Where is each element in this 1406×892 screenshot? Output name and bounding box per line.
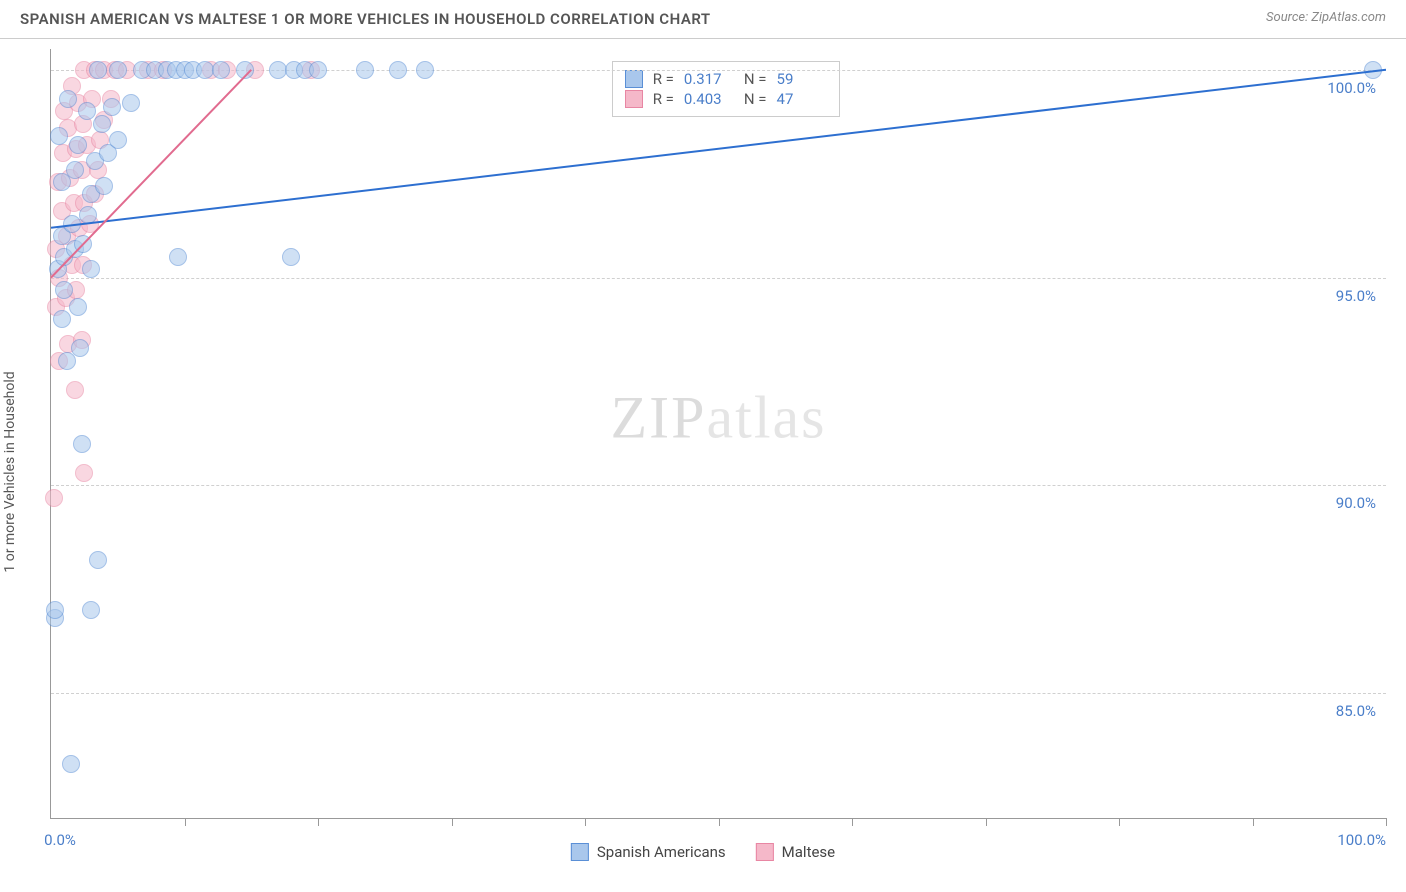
series-b-point	[75, 464, 93, 482]
series-a-point	[62, 755, 80, 773]
trend-svg	[51, 49, 1386, 818]
gridline	[51, 485, 1386, 486]
chart-container: 1 or more Vehicles in Household ZIPatlas…	[0, 39, 1406, 889]
series-a-point	[78, 102, 96, 120]
legend-item-b: Maltese	[756, 843, 835, 861]
series-a-point	[109, 131, 127, 149]
stats-row-b: R = 0.403 N = 47	[625, 90, 827, 108]
series-a-point	[95, 177, 113, 195]
ytick-label: 85.0%	[1336, 702, 1376, 720]
xtick	[986, 818, 987, 826]
ytick-label: 90.0%	[1336, 494, 1376, 512]
series-a-point	[46, 601, 64, 619]
xtick	[452, 818, 453, 826]
xtick	[185, 818, 186, 826]
xtick	[719, 818, 720, 826]
ytick-label: 95.0%	[1336, 287, 1376, 305]
legend-swatch-b	[756, 843, 774, 861]
series-b-point	[45, 489, 63, 507]
xtick	[1386, 818, 1387, 826]
stats-R-a: 0.317	[684, 70, 734, 88]
stats-swatch-b	[625, 90, 643, 108]
series-a-point	[89, 61, 107, 79]
y-axis-label: 1 or more Vehicles in Household	[2, 371, 18, 572]
series-a-point	[212, 61, 230, 79]
series-a-point	[53, 310, 71, 328]
series-a-point	[66, 161, 84, 179]
xtick	[318, 818, 319, 826]
series-a-point	[82, 260, 100, 278]
series-a-point	[59, 90, 77, 108]
stats-R-label: R =	[653, 70, 674, 88]
legend-label-b: Maltese	[782, 843, 835, 861]
stats-row-a: R = 0.317 N = 59	[625, 70, 827, 88]
chart-header: SPANISH AMERICAN VS MALTESE 1 OR MORE VE…	[0, 0, 1406, 39]
gridline	[51, 693, 1386, 694]
series-a-point	[103, 98, 121, 116]
series-a-point	[69, 136, 87, 154]
chart-title: SPANISH AMERICAN VS MALTESE 1 OR MORE VE…	[20, 10, 711, 28]
series-a-point	[89, 551, 107, 569]
series-a-point	[82, 601, 100, 619]
watermark: ZIPatlas	[611, 384, 827, 453]
series-a-point	[74, 235, 92, 253]
stats-N-b: 47	[777, 90, 827, 108]
series-a-point	[79, 206, 97, 224]
series-a-point	[236, 61, 254, 79]
stats-N-label-b: N =	[744, 90, 767, 108]
gridline	[51, 278, 1386, 279]
bottom-legend: Spanish Americans Maltese	[571, 843, 835, 861]
series-a-point	[71, 339, 89, 357]
xtick	[1119, 818, 1120, 826]
stats-R-label-b: R =	[653, 90, 674, 108]
x-max-label: 100.0%	[1337, 831, 1386, 849]
series-a-point	[169, 248, 187, 266]
series-a-point	[356, 61, 374, 79]
chart-source: Source: ZipAtlas.com	[1266, 10, 1386, 28]
ytick-label: 100.0%	[1327, 79, 1376, 97]
legend-label-a: Spanish Americans	[597, 843, 726, 861]
watermark-atlas: atlas	[707, 385, 827, 451]
watermark-zip: ZIP	[611, 385, 707, 451]
series-a-point	[389, 61, 407, 79]
xtick	[852, 818, 853, 826]
series-a-point	[416, 61, 434, 79]
series-a-point	[309, 61, 327, 79]
legend-item-a: Spanish Americans	[571, 843, 726, 861]
xtick	[585, 818, 586, 826]
series-a-point	[109, 61, 127, 79]
stats-N-a: 59	[777, 70, 827, 88]
series-a-point	[69, 298, 87, 316]
series-a-point	[122, 94, 140, 112]
series-a-point	[282, 248, 300, 266]
series-a-point	[73, 435, 91, 453]
stats-N-label: N =	[744, 70, 767, 88]
series-a-point	[93, 115, 111, 133]
series-a-point	[1364, 61, 1382, 79]
series-b-point	[66, 381, 84, 399]
stats-swatch-a	[625, 70, 643, 88]
x-min-label: 0.0%	[44, 831, 76, 849]
plot-area: ZIPatlas R = 0.317 N = 59 R = 0.403 N = …	[50, 49, 1386, 819]
stats-R-b: 0.403	[684, 90, 734, 108]
xtick	[1253, 818, 1254, 826]
series-a-point	[55, 281, 73, 299]
legend-swatch-a	[571, 843, 589, 861]
series-a-point	[50, 127, 68, 145]
